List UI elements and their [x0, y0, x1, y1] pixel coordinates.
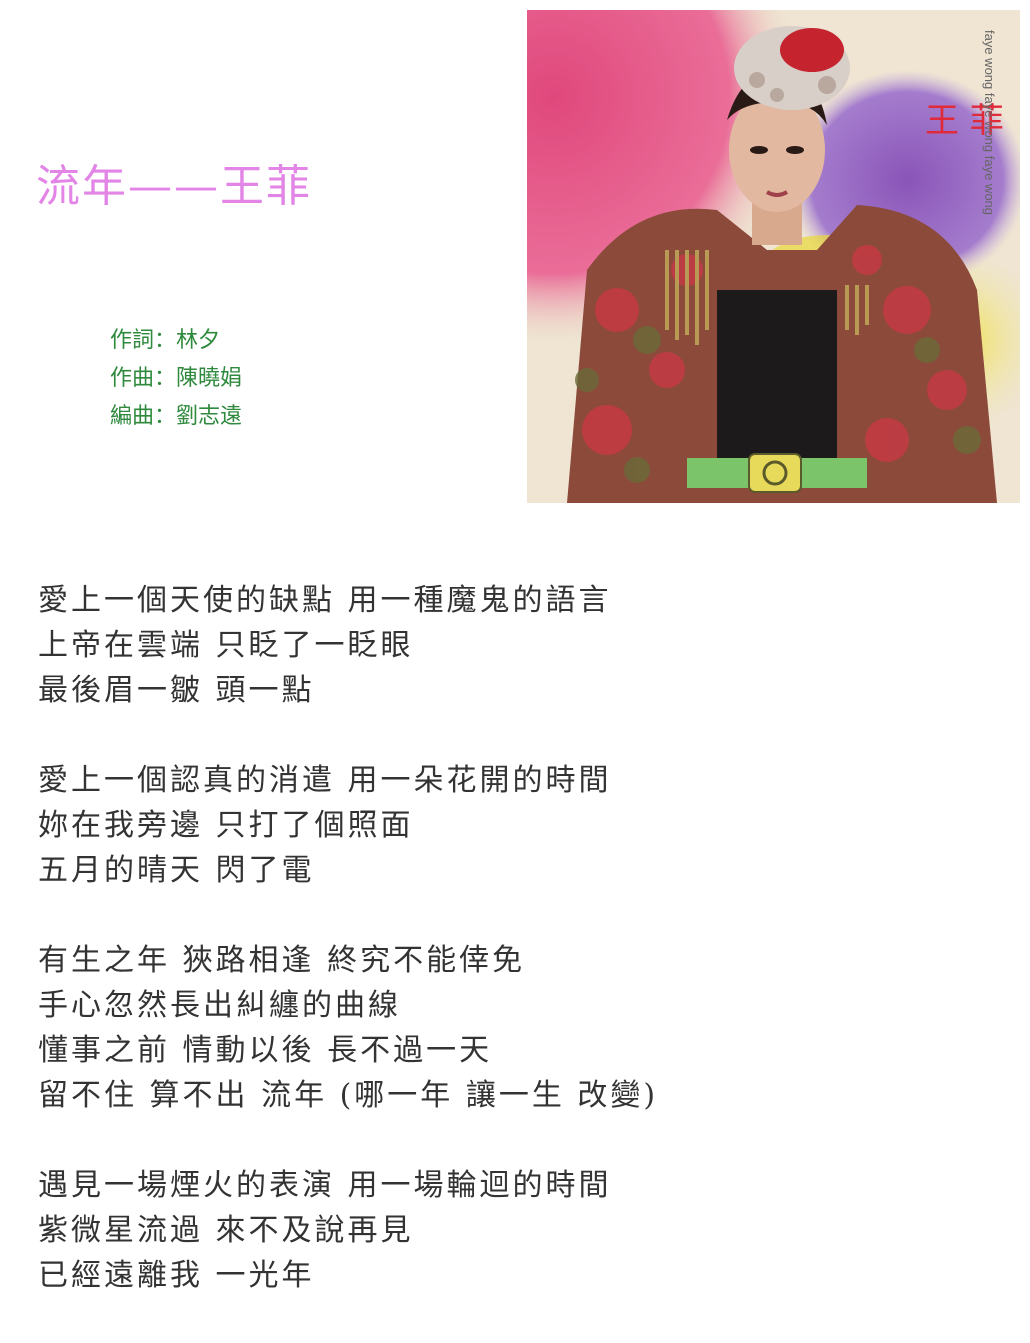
lyric-line: 紫微星流過 來不及說再見	[38, 1213, 414, 1248]
cover-artist-name: 王 菲	[925, 101, 1004, 141]
lyrics: 愛上一個天使的缺點 用一種魔鬼的語言 上帝在雲端 只眨了一眨眼 最後眉一皺 頭一…	[38, 578, 658, 1343]
lyric-line: 留不住 算不出 流年 (哪一年 讓一生 改變)	[38, 1078, 659, 1113]
lyricist-credit: 作詞：林夕	[110, 328, 221, 353]
lyric-line: 愛上一個天使的缺點 用一種魔鬼的語言	[38, 583, 612, 618]
lyric-line: 五月的晴天 閃了電	[38, 853, 315, 888]
song-credits: 作詞：林夕 作曲：陳曉娟 編曲：劉志遠	[110, 322, 242, 436]
lyric-line: 最後眉一皺 頭一點	[38, 673, 315, 708]
album-cover-image: 王 菲 faye wong faye wong faye wong	[527, 10, 1020, 503]
page-title: 流年——王菲	[36, 161, 312, 212]
lyric-line: 上帝在雲端 只眨了一眨眼	[38, 628, 414, 663]
lyric-line: 有生之年 狹路相逢 終究不能倖免	[38, 943, 526, 978]
lyric-line: 懂事之前 情動以後 長不過一天	[38, 1033, 493, 1068]
lyric-line: 已經遠離我 一光年	[38, 1258, 315, 1293]
lyrics-stanza: 愛上一個認真的消遣 用一朵花開的時間 妳在我旁邊 只打了個照面 五月的晴天 閃了…	[38, 758, 658, 893]
lyric-line: 遇見一場煙火的表演 用一場輪迴的時間	[38, 1168, 612, 1203]
composer-credit: 作曲：陳曉娟	[110, 366, 243, 391]
arranger-credit: 編曲：劉志遠	[110, 404, 243, 429]
lyrics-stanza: 有生之年 狹路相逢 終究不能倖免 手心忽然長出糾纏的曲線 懂事之前 情動以後 長…	[38, 938, 658, 1118]
lyrics-stanza: 遇見一場煙火的表演 用一場輪迴的時間 紫微星流過 來不及說再見 已經遠離我 一光…	[38, 1163, 658, 1298]
lyric-line: 手心忽然長出糾纏的曲線	[38, 988, 401, 1023]
cover-artist-name-english: faye wong faye wong faye wong	[982, 30, 997, 216]
lyrics-stanza: 愛上一個天使的缺點 用一種魔鬼的語言 上帝在雲端 只眨了一眨眼 最後眉一皺 頭一…	[38, 578, 658, 713]
album-cover-artwork	[527, 10, 1020, 503]
lyric-line: 妳在我旁邊 只打了個照面	[38, 808, 414, 843]
lyric-line: 愛上一個認真的消遣 用一朵花開的時間	[38, 763, 612, 798]
